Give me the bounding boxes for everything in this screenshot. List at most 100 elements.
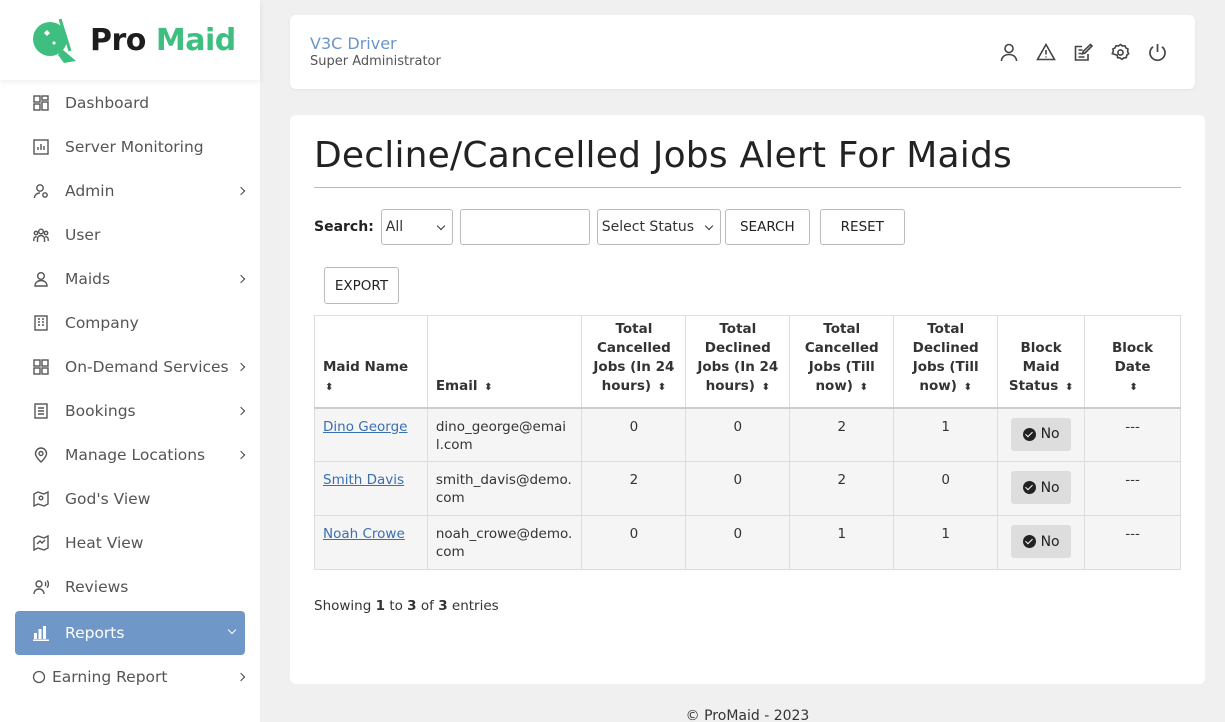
cell-block-date: ---: [1084, 461, 1181, 516]
search-label: Search:: [314, 219, 374, 235]
cell-cancelled-24h: 2: [581, 461, 687, 516]
chevron-down-icon: [227, 625, 237, 635]
divider: [314, 187, 1181, 188]
cell-declined-total: 1: [893, 515, 999, 570]
block-status-button[interactable]: No: [1011, 525, 1072, 558]
export-button[interactable]: EXPORT: [324, 267, 399, 304]
review-icon: [32, 579, 49, 596]
chart-icon: [32, 139, 49, 156]
user-role: Super Administrator: [310, 54, 441, 69]
sort-icon: ⬍: [859, 381, 869, 393]
cell-block-status: No: [997, 515, 1086, 570]
map-person-icon: [32, 491, 49, 508]
document-icon: [32, 403, 49, 420]
sidebar-item-server-monitoring[interactable]: Server Monitoring: [0, 125, 260, 169]
footer: © ProMaid - 2023: [685, 708, 810, 722]
user-icon: [32, 271, 49, 288]
sidebar-item-admin[interactable]: Admin: [0, 169, 260, 213]
sidebar-item-on-demand-services[interactable]: On-Demand Services: [0, 345, 260, 389]
cell-block-status: No: [997, 461, 1086, 516]
sidebar-item-label: User: [65, 226, 101, 244]
alert-icon[interactable]: [1036, 42, 1056, 62]
header: V3C Driver Super Administrator: [290, 15, 1195, 89]
map-icon: [32, 535, 49, 552]
sidebar-item-heat-view[interactable]: Heat View: [0, 521, 260, 565]
reset-button[interactable]: RESET: [819, 209, 905, 245]
power-icon[interactable]: [1147, 42, 1167, 62]
cell-block-date: ---: [1084, 515, 1181, 570]
search-button[interactable]: SEARCH: [724, 209, 810, 245]
edit-icon[interactable]: [1073, 42, 1093, 62]
column-header-declined-24h[interactable]: Total Declined Jobs (In 24 hours) ⬍: [685, 315, 791, 408]
column-header-declined-total[interactable]: Total Declined Jobs (Till now) ⬍: [893, 315, 999, 408]
check-circle-icon: [1022, 535, 1036, 548]
sidebar-item-reviews[interactable]: Reviews: [0, 565, 260, 609]
location-icon: [32, 447, 49, 464]
column-header-email[interactable]: Email ⬍: [426, 315, 583, 408]
sidebar-item-label: Bookings: [65, 402, 136, 420]
maid-name-link[interactable]: Noah Crowe: [323, 526, 405, 542]
sidebar-item-label: Dashboard: [65, 94, 150, 112]
sidebar-item-label: On-Demand Services: [65, 358, 229, 376]
cell-declined-24h: 0: [685, 407, 791, 462]
table-row: Smith Davis smith_davis@demo.com 2 0 2 0…: [314, 461, 1181, 516]
sidebar-item-bookings[interactable]: Bookings: [0, 389, 260, 433]
cell-block-status: No: [997, 407, 1086, 462]
maid-name-link[interactable]: Smith Davis: [323, 472, 405, 488]
status-select[interactable]: Select Status: [596, 209, 721, 245]
sidebar-item-maids[interactable]: Maids: [0, 257, 260, 301]
cell-email: noah_crowe@demo.com: [426, 515, 583, 570]
broom-logo-icon: [30, 15, 80, 65]
sidebar-item-label: Reports: [65, 624, 125, 642]
column-header-block-date[interactable]: Block Date ⬍: [1084, 315, 1181, 408]
cell-cancelled-24h: 0: [581, 407, 687, 462]
header-actions: [999, 42, 1167, 62]
sidebar-item-reports[interactable]: Reports: [15, 611, 245, 655]
sidebar-item-label: Heat View: [65, 534, 144, 552]
search-input[interactable]: [459, 209, 590, 245]
search-field-value: All: [385, 219, 404, 235]
brand-maid: Maid: [155, 22, 236, 58]
pagination-info: Showing 1 to 3 of 3 entries: [314, 598, 499, 614]
sort-icon: ⬍: [484, 381, 493, 393]
column-header-block-status[interactable]: Block Maid Status ⬍: [997, 315, 1086, 408]
sidebar-item-earning-report[interactable]: Earning Report: [0, 655, 260, 699]
block-status-button[interactable]: No: [1011, 471, 1072, 504]
cell-cancelled-total: 2: [789, 407, 895, 462]
maids-alert-table: Maid Name ⬍ Email ⬍ Total Cancelled Jobs…: [314, 315, 1181, 570]
cell-declined-24h: 0: [685, 461, 791, 516]
user-name: V3C Driver: [310, 34, 397, 53]
sidebar-item-dashboard[interactable]: Dashboard: [0, 81, 260, 125]
cell-cancelled-total: 2: [789, 461, 895, 516]
sidebar-item-label: Server Monitoring: [65, 138, 204, 156]
chevron-down-icon: [704, 221, 714, 231]
column-header-cancelled-24h[interactable]: Total Cancelled Jobs (In 24 hours) ⬍: [581, 315, 687, 408]
sidebar-item-user[interactable]: User: [0, 213, 260, 257]
table-row: Noah Crowe noah_crowe@demo.com 0 0 1 1 N…: [314, 515, 1181, 570]
building-icon: [32, 315, 49, 332]
check-circle-icon: [1022, 427, 1036, 441]
column-header-maid-name[interactable]: Maid Name ⬍: [314, 315, 428, 408]
cell-cancelled-24h: 0: [581, 515, 687, 570]
cell-declined-total: 1: [893, 407, 999, 462]
block-status-button[interactable]: No: [1011, 417, 1072, 451]
settings-icon[interactable]: [1110, 42, 1130, 62]
sidebar-item-gods-view[interactable]: God's View: [0, 477, 260, 521]
sidebar-item-label: Maids: [65, 270, 111, 288]
main-card: Decline/Cancelled Jobs Alert For Maids S…: [290, 115, 1205, 684]
grid-icon: [32, 359, 49, 376]
table-row: Dino George dino_george@email.com 0 0 2 …: [314, 407, 1181, 462]
search-bar: Search: All Select Status SEARCH RESET: [314, 209, 905, 245]
logo[interactable]: Pro Maid: [0, 0, 260, 80]
sidebar-item-company[interactable]: Company: [0, 301, 260, 345]
sidebar-item-label: Company: [65, 314, 139, 332]
dashboard-icon: [32, 95, 49, 112]
profile-icon[interactable]: [999, 42, 1019, 62]
search-field-select[interactable]: All: [380, 209, 453, 245]
sidebar-nav: Dashboard Server Monitoring Admin User M…: [0, 80, 260, 699]
sidebar-item-manage-locations[interactable]: Manage Locations: [0, 433, 260, 477]
sort-icon: ⬍: [1064, 381, 1074, 393]
bar-chart-icon: [32, 625, 49, 642]
column-header-cancelled-total[interactable]: Total Cancelled Jobs (Till now) ⬍: [789, 315, 895, 408]
maid-name-link[interactable]: Dino George: [323, 418, 408, 435]
